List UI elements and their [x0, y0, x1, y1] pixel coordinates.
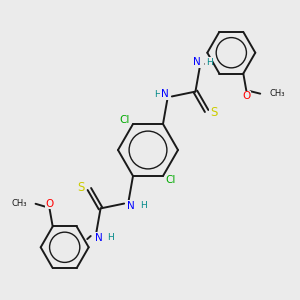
Text: CH₃: CH₃ — [269, 89, 285, 98]
Text: H: H — [154, 90, 161, 99]
Text: CH₃: CH₃ — [11, 199, 27, 208]
Text: S: S — [210, 106, 217, 119]
Text: S: S — [78, 181, 85, 194]
Text: N: N — [194, 57, 201, 67]
Text: N: N — [95, 233, 103, 243]
Text: H: H — [107, 233, 114, 242]
Text: N: N — [127, 201, 135, 211]
Text: Cl: Cl — [120, 115, 130, 125]
Text: N: N — [161, 89, 169, 99]
Text: Cl: Cl — [166, 175, 176, 185]
Text: O: O — [45, 199, 54, 209]
Text: O: O — [242, 91, 250, 101]
Text: H: H — [206, 58, 213, 67]
Text: H: H — [140, 201, 146, 210]
